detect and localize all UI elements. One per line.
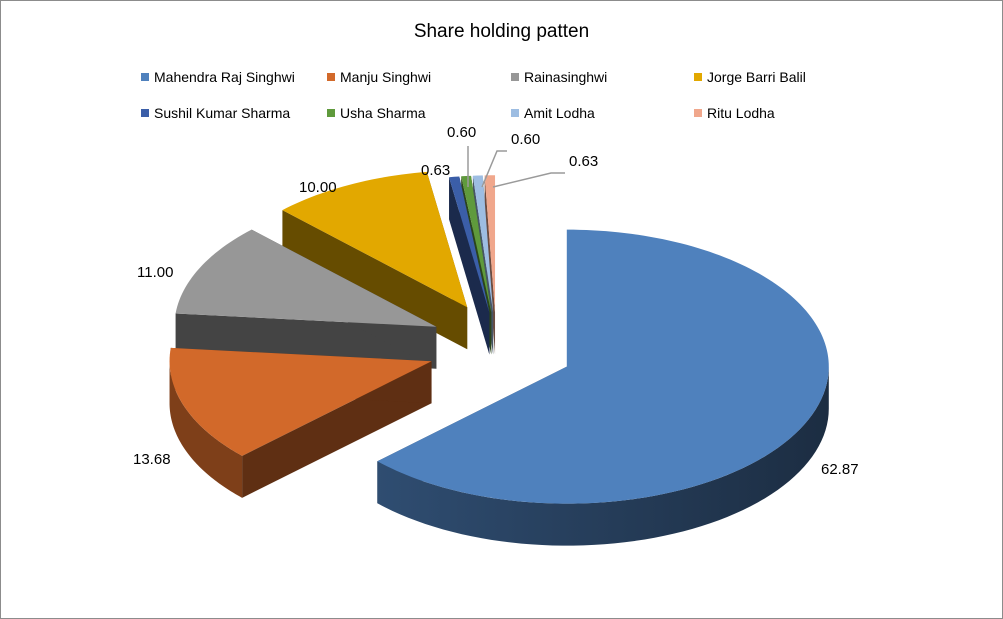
legend-swatch [141,73,149,81]
slice-top [449,176,490,313]
legend-item: Manju Singhwi [327,69,431,85]
slice-top [175,229,437,327]
leader-line [492,172,565,188]
legend-swatch [327,73,335,81]
pie-slice [282,171,468,350]
legend-item: Amit Lodha [511,105,595,121]
pie-slice [449,176,490,355]
legend-label: Rainasinghwi [524,69,608,85]
legend-item: Ritu Lodha [694,105,775,121]
legend-item: Mahendra Raj Singhwi [141,69,295,85]
legend-swatch [694,73,702,81]
data-label: 0.60 [447,124,476,141]
legend-label: Manju Singhwi [340,69,432,85]
legend-item: Rainasinghwi [511,69,607,85]
legend-item: Usha Sharma [327,105,426,121]
legend-label: Ritu Lodha [707,105,775,121]
legend-item: Jorge Barri Balil [694,69,806,85]
legend-label: Sushil Kumar Sharma [154,105,291,121]
chart-title: Share holding patten [413,21,590,42]
data-label: 13.68 [133,451,171,468]
legend-swatch [327,109,335,117]
legend-swatch [511,109,519,117]
data-label: 0.63 [421,162,450,179]
pie-slice [377,229,829,546]
data-label: 0.60 [511,131,540,148]
slice-top [472,175,494,313]
data-label: 10.00 [299,179,337,196]
data-label: 11.00 [137,264,173,281]
slice-top [282,171,468,308]
slice-outer-wall [377,366,829,546]
slice-outer-wall [169,361,243,498]
legend-item: Sushil Kumar Sharma [141,105,290,121]
legend-label: Mahendra Raj Singhwi [154,69,295,85]
legend-label: Amit Lodha [524,105,595,121]
legend-swatch [511,73,519,81]
slice-top [484,175,496,313]
slice-top [169,347,432,456]
slice-top [461,175,492,313]
legend-swatch [141,109,149,117]
legend-swatch [694,109,702,117]
data-label: 62.87 [821,461,859,478]
pie-slice [169,347,432,498]
slice-side-face [282,210,468,350]
data-label: 0.63 [569,153,598,170]
slice-side-face [449,177,490,355]
slice-top [377,229,829,504]
legend-label: Jorge Barri Balil [707,69,806,85]
legend-label: Usha Sharma [340,105,426,121]
leader-line [481,150,507,188]
